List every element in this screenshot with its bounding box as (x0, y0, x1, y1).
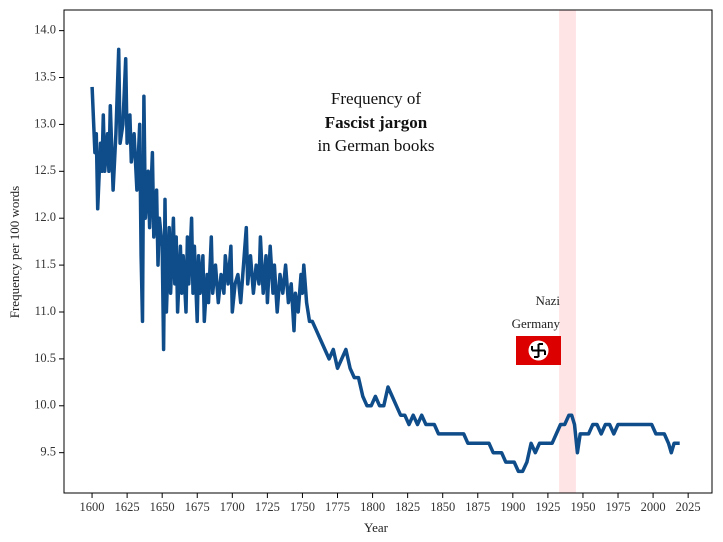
x-tick-label: 1875 (465, 500, 490, 514)
plot-frame (63, 9, 713, 494)
y-tick-label: 11.5 (35, 257, 56, 271)
x-tick-label: 1850 (430, 500, 455, 514)
x-tick-label: 1900 (500, 500, 525, 514)
x-tick-label: 1975 (606, 500, 631, 514)
data-line (90, 47, 680, 474)
y-tick-label: 13.0 (34, 116, 56, 130)
x-tick-label: 2000 (641, 500, 666, 514)
y-tick-label: 9.5 (40, 445, 56, 459)
x-tick-label: 1775 (325, 500, 350, 514)
flag-icon (516, 336, 561, 365)
shaded-span (559, 10, 576, 493)
x-tick-label: 1925 (535, 500, 560, 514)
title-line: Frequency of (331, 89, 422, 108)
title-line: in German books (317, 136, 434, 155)
plot: 1600 1625 1650 1675 1700 1725 1750 1775 1800 1825… (34, 9, 713, 514)
x-tick-label: 1650 (150, 500, 175, 514)
x-tick-label: 1825 (395, 500, 420, 514)
x-tick-label: 1800 (360, 500, 385, 514)
annotation: Nazi (535, 293, 560, 308)
x-tick-label: 1600 (80, 500, 105, 514)
x-tick-label: 1625 (115, 500, 140, 514)
y-axis-label: Frequency per 100 words (7, 186, 22, 319)
x-tick-label: 1675 (185, 500, 210, 514)
x-tick-label: 1725 (255, 500, 280, 514)
y-tick-label: 12.5 (34, 163, 56, 177)
title-line: Fascist jargon (325, 113, 428, 132)
x-tick-label: 2025 (676, 500, 701, 514)
y-tick-label: 12.0 (34, 210, 56, 224)
x-tick-label: 1950 (570, 500, 595, 514)
annotation: Germany (512, 316, 561, 331)
x-tick-label: 1700 (220, 500, 245, 514)
y-tick-label: 10.0 (34, 398, 56, 412)
y-tick-label: 13.5 (34, 69, 56, 83)
x-axis-label: Year (364, 520, 389, 535)
x-tick-label: 1750 (290, 500, 315, 514)
y-tick-label: 14.0 (34, 23, 56, 37)
y-tick-label: 10.5 (34, 351, 56, 365)
y-tick-label: 11.0 (35, 304, 56, 318)
